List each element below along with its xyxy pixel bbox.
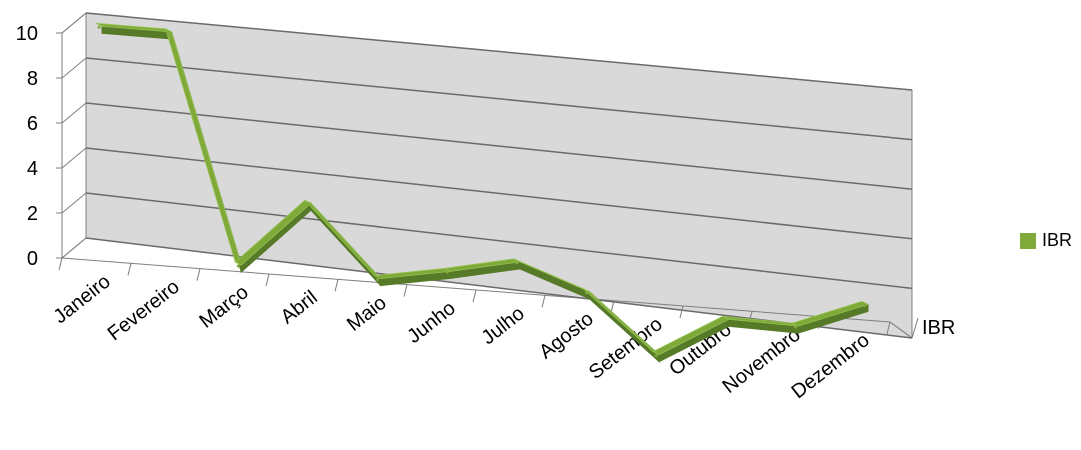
gridline bbox=[85, 102, 913, 190]
x-tick-label: Março bbox=[195, 281, 252, 333]
gridline bbox=[85, 57, 913, 141]
x-tick-label: Setembro bbox=[585, 313, 667, 384]
x-tick-mark bbox=[265, 273, 270, 287]
x-tick-mark bbox=[127, 263, 132, 276]
x-tick-mark bbox=[886, 321, 891, 335]
series-segment-top bbox=[791, 300, 870, 327]
gridline bbox=[85, 147, 913, 240]
gridline-depth bbox=[61, 192, 87, 214]
x-tick-label: Fevereiro bbox=[104, 276, 184, 345]
depth-axis-tick bbox=[911, 317, 919, 339]
legend-swatch-ibr bbox=[1020, 232, 1036, 249]
data-point bbox=[236, 264, 240, 268]
y-tick-label: 2 bbox=[27, 203, 38, 225]
x-tick-mark bbox=[196, 268, 201, 281]
x-tick-label: Maio bbox=[343, 292, 391, 336]
data-point bbox=[724, 318, 728, 322]
data-point bbox=[376, 278, 380, 282]
data-point bbox=[793, 325, 797, 329]
data-point bbox=[584, 291, 588, 295]
depth-axis-label: IBR bbox=[922, 317, 955, 339]
data-point bbox=[167, 31, 171, 35]
x-tick-label: Junho bbox=[403, 297, 459, 348]
x-tick-label: Agosto bbox=[535, 308, 598, 364]
x-tick-mark bbox=[472, 289, 477, 303]
x-tick-mark bbox=[679, 305, 684, 319]
y-tick-label: 10 bbox=[16, 23, 38, 45]
x-tick-mark bbox=[334, 279, 339, 292]
x-tick-mark bbox=[403, 284, 408, 297]
legend-label-ibr: IBR bbox=[1042, 230, 1073, 250]
y-axis-ticks: 0 2 4 6 8 10 bbox=[16, 23, 62, 270]
y-tick-label: 8 bbox=[27, 68, 38, 90]
data-point bbox=[306, 202, 310, 206]
gridline-depth bbox=[61, 237, 87, 259]
gridlines bbox=[61, 12, 913, 339]
y-tick-label: 6 bbox=[27, 113, 38, 135]
data-point bbox=[863, 303, 867, 307]
data-point bbox=[515, 261, 519, 265]
legend: IBR bbox=[1020, 230, 1072, 251]
x-tick-mark bbox=[58, 257, 63, 271]
x-tick-mark bbox=[541, 295, 546, 308]
data-point bbox=[654, 354, 658, 358]
x-tick-label: Janeiro bbox=[50, 270, 115, 328]
x-tick-mark bbox=[610, 300, 615, 313]
series-ibr bbox=[95, 22, 870, 363]
gridline-depth bbox=[61, 57, 87, 79]
gridline bbox=[85, 12, 913, 91]
x-tick-label: Julho bbox=[478, 302, 529, 349]
gridline-depth bbox=[61, 147, 87, 169]
x-tick-label: Abril bbox=[277, 286, 322, 328]
y-tick-label: 4 bbox=[27, 158, 38, 180]
data-point bbox=[97, 25, 101, 29]
gridline-depth bbox=[61, 12, 87, 34]
depth-axis-line bbox=[889, 321, 913, 339]
y-tick-label: 0 bbox=[27, 248, 38, 270]
gridline-depth bbox=[61, 102, 87, 124]
data-point bbox=[445, 270, 449, 274]
